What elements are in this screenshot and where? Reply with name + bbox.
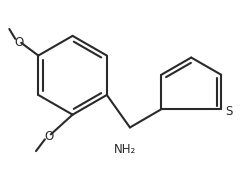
- Text: S: S: [225, 105, 233, 118]
- Text: O: O: [15, 36, 24, 49]
- Text: NH₂: NH₂: [114, 143, 136, 156]
- Text: O: O: [44, 130, 54, 143]
